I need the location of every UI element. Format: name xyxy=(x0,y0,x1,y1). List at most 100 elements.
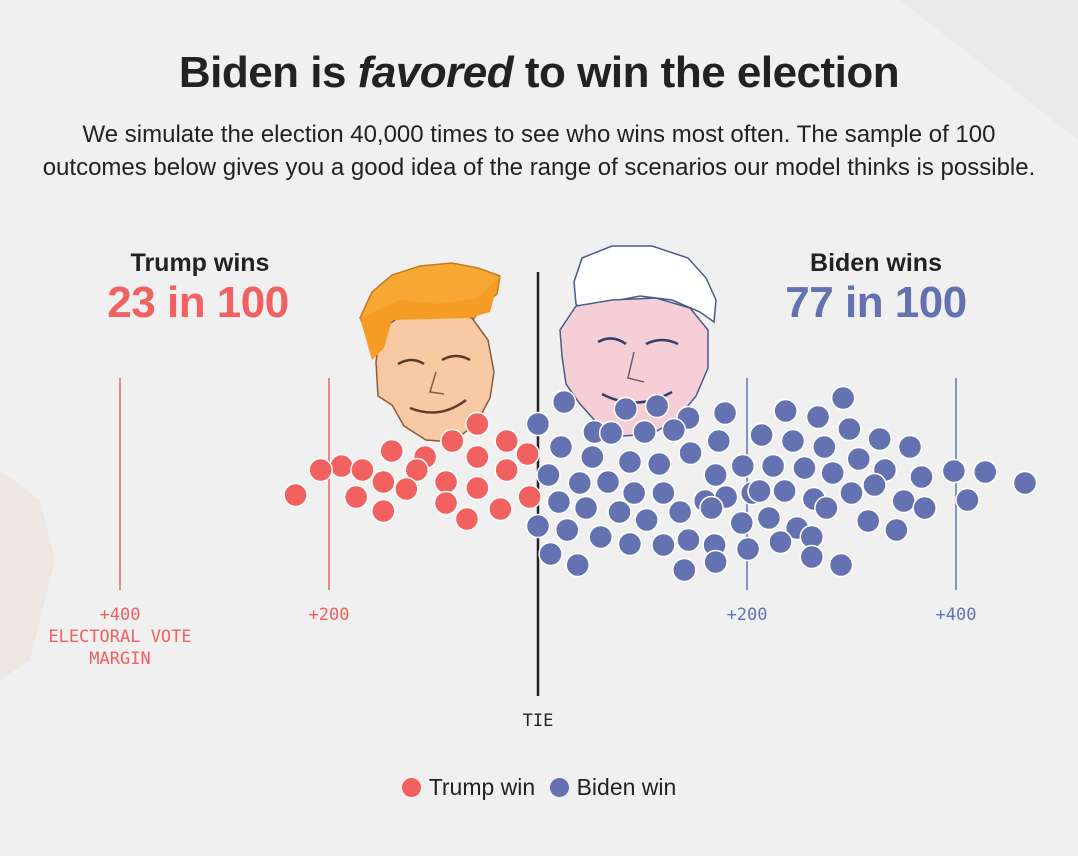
trump-wins-count: 23 in 100 xyxy=(107,278,289,327)
biden-outcome-dot xyxy=(839,480,864,506)
biden-outcome-dot xyxy=(706,428,732,454)
biden-outcome-dot xyxy=(525,513,551,539)
biden-outcome-dot xyxy=(828,552,854,578)
biden-outcome-dot xyxy=(703,549,728,575)
biden-outcome-dot xyxy=(525,411,551,437)
biden-outcome-dot xyxy=(760,453,786,479)
biden-outcome-dot xyxy=(756,505,782,531)
trump-outcome-dot xyxy=(371,469,396,495)
legend-biden: Biden win xyxy=(549,774,676,801)
biden-outcome-dot xyxy=(676,527,701,553)
biden-outcome-dot xyxy=(703,462,728,488)
trump-outcome-dot xyxy=(379,438,404,464)
biden-outcome-dot xyxy=(667,499,693,525)
biden-outcome-dot xyxy=(548,434,574,460)
biden-outcome-dot xyxy=(646,451,672,477)
biden-outcome-dot xyxy=(678,440,703,466)
biden-outcome-dot xyxy=(814,495,839,521)
biden-outcome-dot xyxy=(749,422,774,448)
biden-outcome-dot xyxy=(551,389,577,415)
tick-label-tie: TIE xyxy=(523,711,554,731)
trump-wins-label: Trump wins xyxy=(130,249,270,277)
biden-outcome-dot xyxy=(546,489,572,515)
biden-outcome-dot xyxy=(672,557,697,583)
biden-outcome-dot xyxy=(607,499,632,525)
biden-outcome-dot xyxy=(634,507,659,533)
biden-outcome-dot xyxy=(598,420,624,446)
biden-outcome-dot xyxy=(812,434,837,460)
trump-outcome-dot xyxy=(350,457,375,483)
biden-outcome-dot xyxy=(555,517,580,543)
biden-outcome-dot xyxy=(773,398,798,424)
biden-outcome-dot xyxy=(855,508,881,534)
biden-outcome-dot xyxy=(747,478,772,504)
legend-trump: Trump win xyxy=(401,774,535,801)
biden-outcome-dot xyxy=(805,404,831,430)
biden-outcome-dot xyxy=(730,453,756,479)
title-emphasis: favored xyxy=(357,48,514,97)
biden-outcome-dot xyxy=(613,396,639,422)
trump-outcome-dot xyxy=(494,457,519,483)
trump-outcome-dot xyxy=(283,482,308,508)
trump-outcome-dot xyxy=(343,484,369,510)
trump-outcome-dot xyxy=(329,453,354,479)
biden-wins-count: 77 in 100 xyxy=(785,278,967,327)
biden-outcome-dot xyxy=(621,480,647,506)
biden-outcome-dot xyxy=(567,470,593,496)
trump-outcome-dot xyxy=(465,411,490,437)
tick-label-biden-200: +200 xyxy=(727,605,768,625)
biden-outcome-dot xyxy=(536,462,561,488)
biden-outcome-dot xyxy=(617,531,643,557)
biden-outcome-dot xyxy=(699,495,724,521)
trump-outcome-dot xyxy=(394,476,419,502)
trump-outcome-dot xyxy=(488,496,513,522)
biden-outcome-dot xyxy=(862,472,887,498)
biden-outcome-dot xyxy=(588,524,613,550)
biden-outcome-dot xyxy=(792,455,817,481)
legend-trump-dot xyxy=(401,778,421,797)
biden-outcome-dot xyxy=(909,464,934,490)
page-subtitle: We simulate the election 40,000 times to… xyxy=(42,121,1036,181)
biden-outcome-dot xyxy=(580,444,605,470)
tick-label-trump-200: +200 xyxy=(309,605,350,625)
legend-biden-dot xyxy=(549,778,569,797)
biden-outcome-dot xyxy=(632,419,657,445)
biden-outcome-dot xyxy=(955,487,980,513)
axis-title-line: ELECTORAL VOTE xyxy=(48,627,191,647)
trump-outcome-dot xyxy=(308,457,333,483)
page-title: Biden is favored to win the election xyxy=(178,48,900,97)
biden-outcome-dot xyxy=(891,488,916,514)
biden-outcome-dot xyxy=(799,544,825,570)
tick-label-biden-400: +400 xyxy=(936,605,977,625)
trump-caricature xyxy=(359,262,501,443)
biden-outcome-dot xyxy=(729,510,755,536)
trump-outcome-dot xyxy=(404,457,430,483)
trump-outcome-dot xyxy=(465,475,490,501)
biden-outcome-dot xyxy=(846,446,872,472)
trump-outcome-dot xyxy=(440,428,465,454)
biden-outcome-dot xyxy=(768,529,793,555)
biden-outcome-dot xyxy=(897,434,923,460)
trump-outcome-dot xyxy=(517,484,542,510)
biden-outcome-dot xyxy=(820,460,845,486)
biden-outcome-dot xyxy=(651,480,676,506)
trump-outcome-dot xyxy=(454,506,480,532)
biden-caricature xyxy=(559,245,717,437)
biden-outcome-dot xyxy=(617,449,643,475)
biden-outcome-dot xyxy=(941,458,967,484)
biden-outcome-dot xyxy=(772,478,797,504)
biden-outcome-dot xyxy=(565,552,590,578)
biden-outcome-dot xyxy=(837,416,862,442)
biden-outcome-dot xyxy=(595,469,621,495)
biden-outcome-dot xyxy=(973,459,998,485)
biden-outcome-dot xyxy=(912,495,937,521)
biden-outcome-dot xyxy=(884,517,909,543)
biden-outcome-dot xyxy=(573,495,599,521)
biden-outcome-dot xyxy=(780,428,806,454)
biden-outcome-dot xyxy=(1012,470,1038,496)
biden-outcome-dot xyxy=(712,400,738,426)
chart-legend: Trump win Biden win xyxy=(0,774,1078,803)
biden-outcome-dot xyxy=(867,426,892,452)
trump-outcome-dot xyxy=(371,498,396,524)
